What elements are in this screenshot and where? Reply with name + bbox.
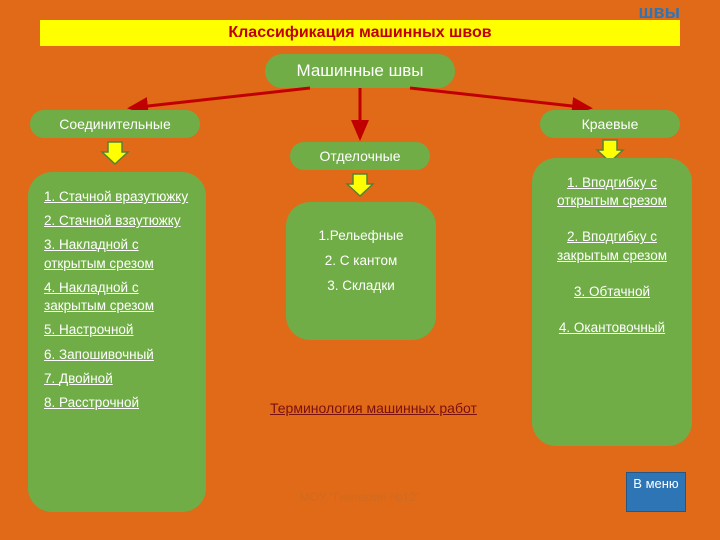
left-list: Стачной вразутюжку Стачной взаутюжку Накла… [38,188,196,412]
right-list-item[interactable]: Вподгибку с открытым срезом [542,174,682,210]
panel-right: Вподгибку с открытым срезом Вподгибку с з… [532,158,692,446]
left-list-item[interactable]: Расстрочной [44,394,196,412]
mid-item: 3. Складки [296,278,426,293]
branch-pill-left[interactable]: Соединительные [30,110,200,138]
slide-root: швы Классификация машинных швов Машинные… [0,0,720,540]
right-list: Вподгибку с открытым срезом Вподгибку с з… [542,174,682,337]
mid-item: 1.Рельефные [296,228,426,243]
panel-left: Стачной вразутюжку Стачной взаутюжку Накла… [28,172,206,512]
menu-button-label: В меню [633,476,678,491]
left-list-item[interactable]: Накладной с закрытым срезом [44,279,196,315]
menu-button[interactable]: В меню [626,472,686,512]
mid-item: 2. С кантом [296,253,426,268]
branch-pill-mid[interactable]: Отделочные [290,142,430,170]
title-bar: Классификация машинных швов [40,20,680,46]
terminology-link[interactable]: Терминология машинных работ [270,400,490,416]
left-list-item[interactable]: Стачной взаутюжку [44,212,196,230]
right-list-item[interactable]: Вподгибку с закрытым срезом [542,228,682,264]
root-pill: Машинные швы [265,54,455,88]
left-list-item[interactable]: Накладной с открытым срезом [44,236,196,272]
branch-pill-right[interactable]: Краевые [540,110,680,138]
left-list-item[interactable]: Двойной [44,370,196,388]
right-list-item[interactable]: Окантовочный [542,319,682,337]
left-list-item[interactable]: Настрочной [44,321,196,339]
right-list-item[interactable]: Обтачной [542,283,682,301]
footer-text: МОУ "Гимназия №12" [0,490,720,504]
left-list-item[interactable]: Стачной вразутюжку [44,188,196,206]
panel-mid: 1.Рельефные 2. С кантом 3. Складки [286,202,436,340]
left-list-item[interactable]: Запошивочный [44,346,196,364]
